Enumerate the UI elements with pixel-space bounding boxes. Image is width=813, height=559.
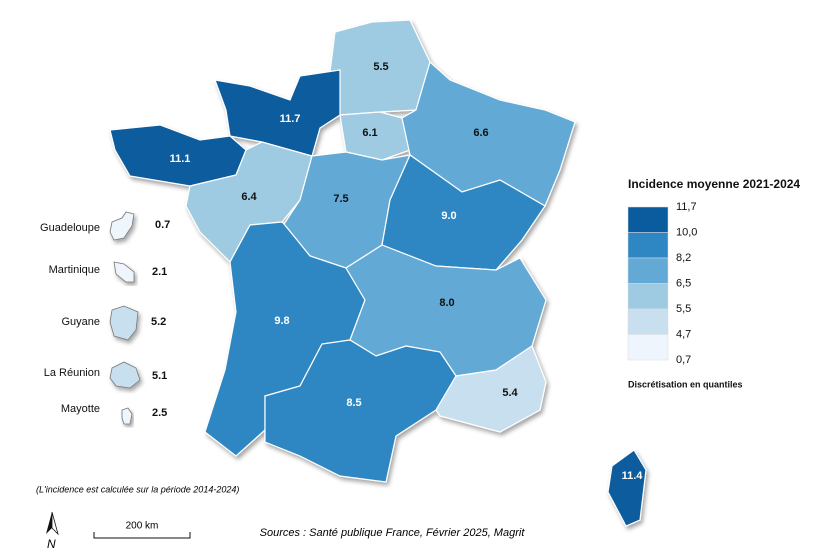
region — [607, 449, 647, 527]
legend-break: 8,2 — [676, 252, 691, 264]
legend-swatch — [627, 283, 669, 310]
overseas-shape — [121, 407, 133, 425]
north-label: N — [47, 537, 56, 551]
overseas-value: 2.1 — [152, 266, 167, 278]
region-value: 6.4 — [241, 191, 257, 203]
region-value: 9.0 — [441, 210, 456, 222]
period-note: (L'incidence est calculée sur la période… — [36, 484, 239, 494]
legend: Incidence moyenne 2021-2024 Discrétisati… — [627, 177, 800, 389]
region-value: 11.4 — [622, 470, 644, 482]
overseas-shape — [113, 261, 135, 283]
overseas-value: 5.2 — [151, 316, 166, 328]
region-value: 5.4 — [502, 387, 518, 399]
region-values: 5.5 11.7 11.1 6.1 6.6 6.4 7.5 9.0 9.8 8.… — [170, 61, 644, 482]
legend-break: 5,5 — [676, 303, 691, 315]
overseas-value: 2.5 — [152, 407, 167, 419]
legend-break: 11,7 — [676, 201, 697, 213]
legend-title: Incidence moyenne 2021-2024 — [628, 177, 800, 191]
north-arrow: N — [46, 511, 59, 551]
scale-label: 200 km — [126, 521, 159, 532]
overseas-name: La Réunion — [44, 367, 100, 379]
region-value: 8.5 — [346, 397, 361, 409]
region-value: 5.5 — [373, 61, 388, 73]
sources: Sources : Santé publique France, Février… — [260, 527, 526, 539]
overseas-shape — [109, 305, 139, 341]
legend-swatch — [627, 232, 669, 259]
legend-break: 0,7 — [676, 354, 691, 366]
region — [185, 141, 313, 263]
overseas-name: Guyane — [61, 316, 100, 328]
legend-break: 6,5 — [676, 277, 691, 289]
scale-bar: 200 km — [93, 521, 191, 539]
overseas-shape — [109, 211, 135, 241]
legend-break: 10,0 — [676, 226, 697, 238]
legend-swatch — [627, 308, 669, 335]
region — [435, 345, 547, 433]
overseas-name: Martinique — [49, 264, 100, 276]
region-value: 9.8 — [274, 315, 289, 327]
legend-swatch — [627, 334, 669, 361]
overseas-name: Mayotte — [61, 403, 100, 415]
region-value: 11.7 — [280, 113, 301, 125]
region-value: 6.6 — [473, 127, 488, 139]
overseas-value: 5.1 — [152, 370, 167, 382]
legend-swatch — [627, 206, 669, 233]
regions — [109, 19, 647, 527]
overseas-value: 0.7 — [155, 219, 170, 231]
region-value: 8.0 — [439, 297, 454, 309]
legend-note: Discrétisation en quantiles — [628, 379, 743, 389]
region-value: 11.1 — [170, 153, 191, 165]
region — [214, 69, 341, 157]
region — [381, 154, 546, 271]
overseas: Guadeloupe 0.7 Martinique 2.1 Guyane 5.2… — [40, 211, 170, 425]
overseas-shape — [109, 361, 141, 389]
region-value: 7.5 — [333, 193, 348, 205]
overseas-name: Guadeloupe — [40, 222, 100, 234]
legend-swatch — [627, 257, 669, 284]
legend-break: 4,7 — [676, 328, 691, 340]
region-value: 6.1 — [362, 127, 377, 139]
